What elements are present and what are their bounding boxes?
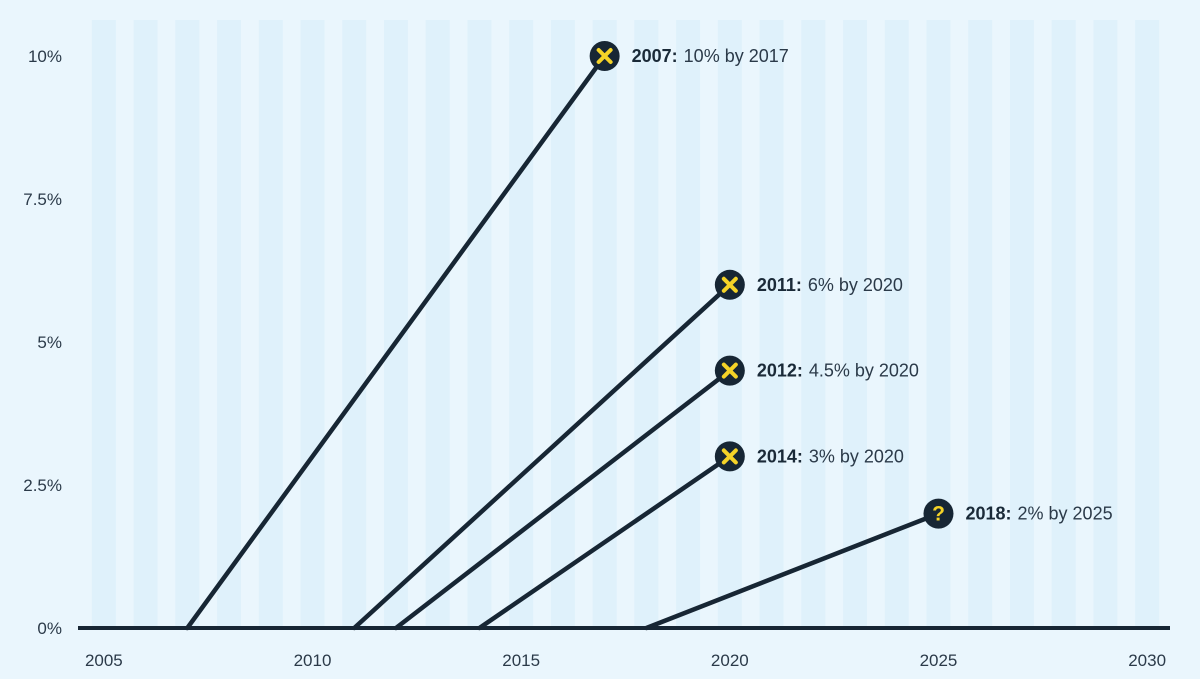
target-line (185, 53, 607, 631)
target-annotation: 2018: 2% by 2025 (965, 504, 1112, 524)
missed-target-marker (714, 441, 745, 472)
year-stripe (91, 20, 116, 628)
x-tick-label: 2030 (1128, 651, 1166, 670)
target-annotation: 2012: 4.5% by 2020 (757, 361, 919, 381)
x-axis: 2005 2010 2015 2020 2025 2030 (85, 651, 1166, 670)
year-stripe (884, 20, 909, 628)
target-line (393, 368, 733, 631)
x-tick-label: 2005 (85, 651, 123, 670)
pending-target-marker: ? (923, 498, 954, 529)
target-line (644, 511, 941, 631)
target-lines (185, 53, 941, 631)
year-stripe (1051, 20, 1076, 628)
year-stripe (801, 20, 826, 628)
y-axis: 0% 2.5% 5% 7.5% 10% (23, 47, 62, 638)
y-tick-label: 10% (28, 47, 62, 66)
x-icon (721, 362, 738, 379)
target-markers: ? (589, 41, 954, 529)
year-stripe (926, 20, 951, 628)
year-stripe (717, 20, 742, 628)
year-stripe (133, 20, 158, 628)
target-line (477, 454, 733, 631)
year-stripe (300, 20, 325, 628)
year-stripe (759, 20, 784, 628)
year-stripe (383, 20, 408, 628)
year-stripe (843, 20, 868, 628)
year-stripe (342, 20, 367, 628)
x-tick-label: 2010 (294, 651, 332, 670)
year-stripe (1135, 20, 1160, 628)
annotation-target: 2% by 2025 (1018, 504, 1113, 524)
missed-target-marker (589, 41, 620, 71)
annotation-target: 10% by 2017 (684, 46, 789, 66)
x-icon (721, 276, 738, 293)
year-stripe (175, 20, 200, 628)
target-annotations: 2007: 10% by 2017 2011: 6% by 2020 2012: 4.5%… (632, 46, 1113, 524)
year-stripe (1093, 20, 1118, 628)
y-tick-label: 5% (37, 333, 62, 352)
x-tick-label: 2015 (502, 651, 540, 670)
target-line (352, 282, 733, 631)
annotation-year: 2007: (632, 46, 678, 66)
missed-target-marker (714, 269, 745, 300)
year-stripe (968, 20, 993, 628)
marker-circle (923, 498, 954, 529)
question-icon: ? (932, 503, 945, 526)
year-stripe (1009, 20, 1034, 628)
year-stripe (258, 20, 283, 628)
y-tick-label: 2.5% (23, 476, 62, 495)
annotation-year: 2011: (757, 275, 802, 295)
y-tick-label: 0% (37, 619, 62, 638)
target-annotation: 2011: 6% by 2020 (757, 275, 903, 295)
background-stripes (91, 20, 1160, 628)
x-tick-label: 2025 (920, 651, 958, 670)
annotation-year: 2018: (965, 504, 1011, 524)
year-stripe (217, 20, 242, 628)
annotation-target: 6% by 2020 (808, 275, 903, 295)
target-annotation: 2014: 3% by 2020 (757, 446, 904, 466)
annotation-year: 2014: (757, 446, 803, 466)
annotation-target: 4.5% by 2020 (809, 361, 919, 381)
missed-target-marker (714, 355, 745, 386)
target-annotation: 2007: 10% by 2017 (632, 46, 789, 66)
year-stripe (634, 20, 659, 628)
x-icon (596, 48, 613, 64)
x-icon (721, 448, 738, 465)
year-stripe (467, 20, 492, 628)
x-tick-label: 2020 (711, 651, 749, 670)
y-tick-label: 7.5% (23, 190, 62, 209)
year-stripe (425, 20, 450, 628)
annotation-target: 3% by 2020 (809, 446, 904, 466)
year-stripe (592, 20, 617, 628)
annotation-year: 2012: (757, 361, 803, 381)
